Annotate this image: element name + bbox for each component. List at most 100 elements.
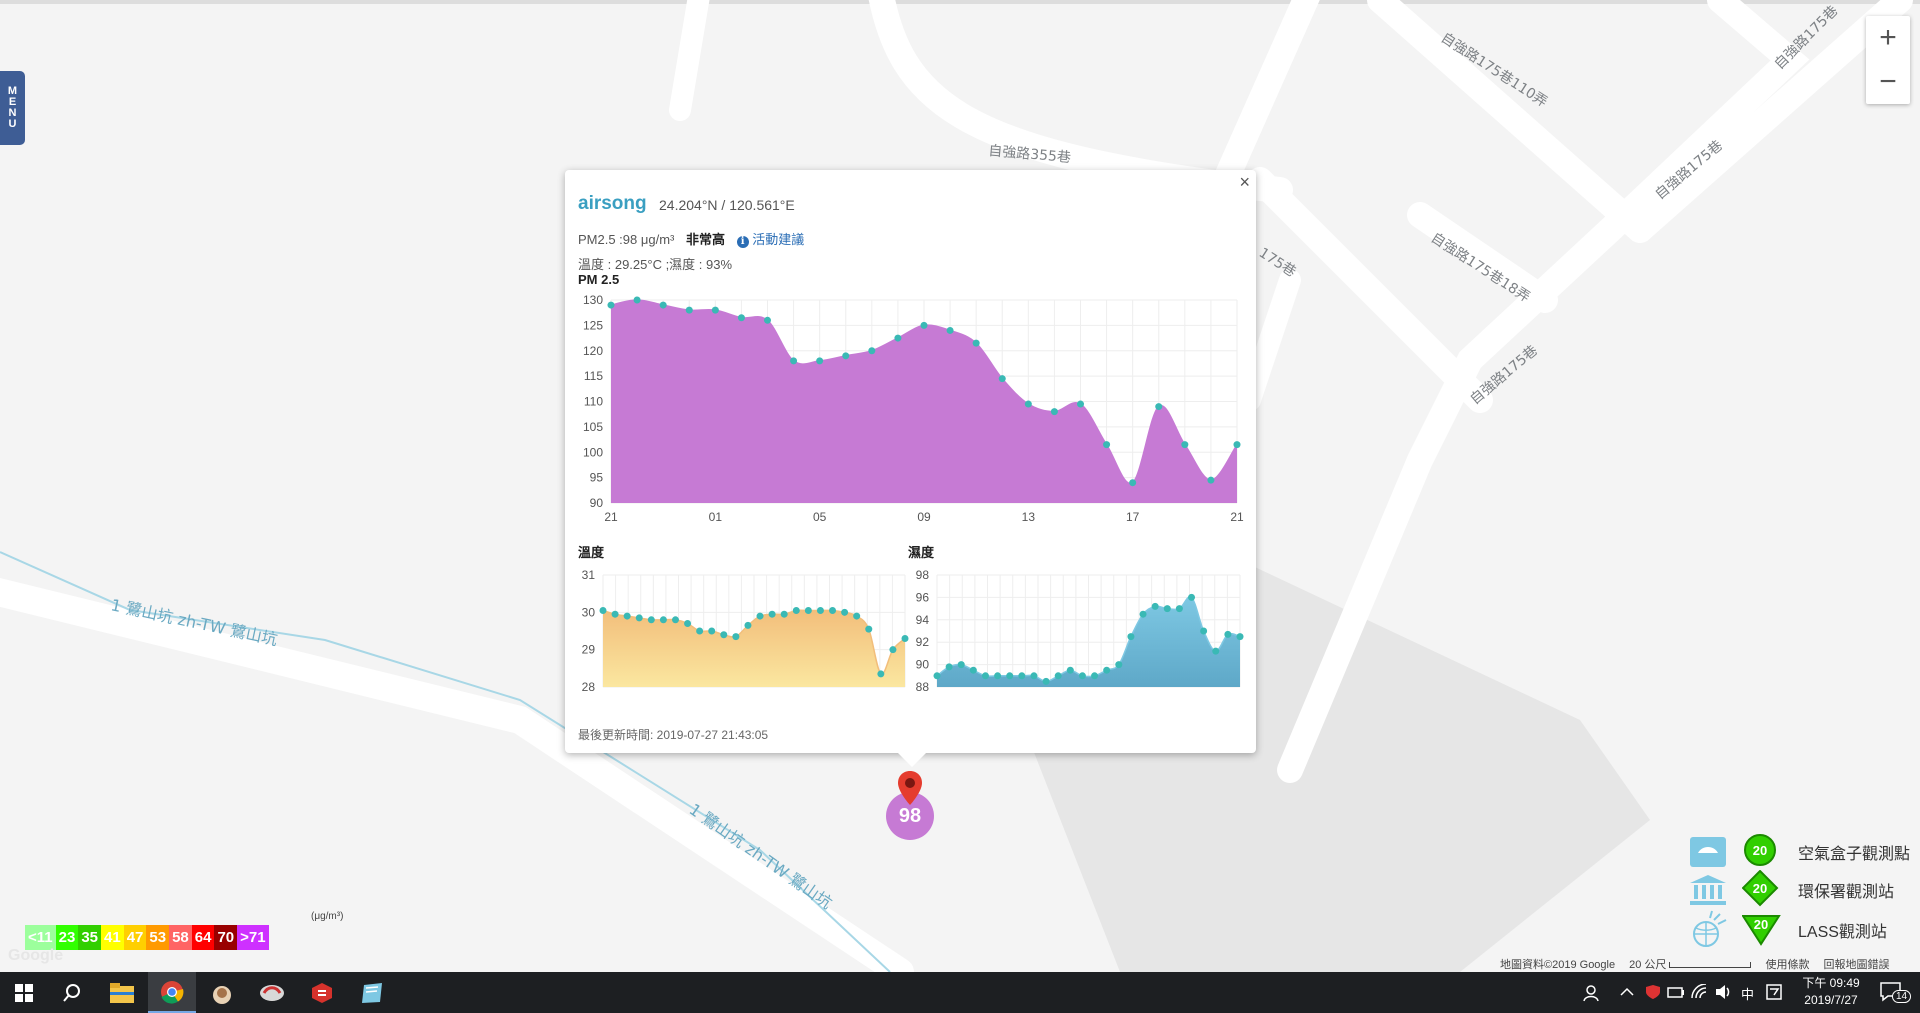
y-tick-label: 31 xyxy=(582,568,596,582)
data-point xyxy=(1163,605,1171,613)
epa-badge-icon: 20 xyxy=(1742,870,1779,907)
taskbar-file-explorer[interactable] xyxy=(98,972,146,1013)
y-tick-label: 90 xyxy=(590,496,604,510)
x-tick-label: 09 xyxy=(917,510,931,524)
clock[interactable]: 下午 09:49 2019/7/27 xyxy=(1796,975,1866,1009)
series-area xyxy=(611,300,1237,503)
y-tick-label: 130 xyxy=(583,293,603,307)
data-point xyxy=(756,612,764,620)
zoom-out-button[interactable]: − xyxy=(1879,65,1897,98)
road-label: 175巷 xyxy=(1256,245,1299,281)
station-marker[interactable]: 98 xyxy=(883,770,937,842)
data-point xyxy=(816,606,824,614)
data-point xyxy=(1054,672,1062,680)
data-point xyxy=(1030,672,1038,680)
legend-label: LASS觀測站 xyxy=(1798,924,1887,941)
data-point xyxy=(684,620,692,628)
data-point xyxy=(1129,479,1137,487)
data-point xyxy=(647,616,655,624)
taskbar-chrome[interactable] xyxy=(148,972,196,1013)
report-error-link[interactable]: 回報地圖錯誤 xyxy=(1823,959,1890,971)
y-tick-label: 98 xyxy=(916,568,930,582)
close-button[interactable]: × xyxy=(1239,172,1250,192)
scale-cell: >71 xyxy=(237,925,269,950)
data-point xyxy=(901,634,909,642)
search-icon xyxy=(63,983,80,1002)
battery-icon[interactable] xyxy=(1667,984,1685,1000)
taskbar-app[interactable] xyxy=(348,972,396,1013)
data-point xyxy=(894,334,902,342)
legend-epa: 20 環保署觀測站 xyxy=(1688,870,1894,910)
x-tick-label: 13 xyxy=(1022,510,1036,524)
data-point xyxy=(829,606,837,614)
taskbar-app[interactable] xyxy=(198,972,246,1013)
data-point xyxy=(720,631,728,639)
data-point xyxy=(865,625,873,633)
y-tick-label: 125 xyxy=(583,318,603,332)
data-point xyxy=(696,627,704,635)
windows-taskbar: 中 下午 09:49 2019/7/27 14 xyxy=(0,972,1920,1013)
notification-center-button[interactable]: 14 xyxy=(1878,980,1912,1006)
data-point xyxy=(768,610,776,618)
x-tick-label: 05 xyxy=(813,510,827,524)
map-pin-icon xyxy=(898,771,922,805)
data-point xyxy=(764,316,771,324)
data-point xyxy=(816,357,824,365)
y-tick-label: 29 xyxy=(582,643,596,657)
data-point xyxy=(957,661,965,669)
last-updated: 最後更新時間: 2019-07-27 21:43:05 xyxy=(578,728,769,742)
data-point xyxy=(1050,408,1058,416)
taskbar-app[interactable] xyxy=(298,972,346,1013)
svg-text:20: 20 xyxy=(1753,843,1767,858)
menu-letter: E xyxy=(8,96,17,108)
menu-tab[interactable]: M E N U xyxy=(0,71,25,145)
data-point xyxy=(1207,476,1215,484)
people-icon[interactable] xyxy=(1583,984,1601,1002)
activity-advice-link[interactable]: i 活動建議 xyxy=(736,232,805,248)
taskbar-app[interactable] xyxy=(248,972,296,1013)
data-point xyxy=(853,612,861,620)
x-tick-label: 21 xyxy=(604,510,618,524)
terms-link[interactable]: 使用條款 xyxy=(1765,959,1810,971)
y-tick-label: 30 xyxy=(582,605,596,619)
data-point xyxy=(1139,610,1147,618)
zoom-in-button[interactable]: + xyxy=(1879,21,1897,54)
data-point xyxy=(744,621,752,629)
legend-label: 環保署觀測站 xyxy=(1798,884,1895,901)
map-data-credit: 地圖資料©2019 Google xyxy=(1500,959,1616,971)
svg-text:20: 20 xyxy=(1754,917,1768,932)
y-tick-label: 90 xyxy=(916,658,930,672)
activity-advice-label: 活動建議 xyxy=(752,232,805,247)
y-tick-label: 92 xyxy=(916,635,930,649)
humidity-chart: 88 90 92 94 96 98 xyxy=(916,568,1244,694)
start-button[interactable] xyxy=(0,972,48,1013)
y-tick-label: 96 xyxy=(916,590,930,604)
volume-icon[interactable] xyxy=(1715,984,1733,1000)
data-point xyxy=(1066,666,1074,674)
data-point xyxy=(737,314,745,322)
scale-unit: (μg/m³) xyxy=(311,911,344,922)
scale-cell: 53 xyxy=(146,925,170,950)
search-button[interactable] xyxy=(48,972,96,1013)
y-tick-label: 28 xyxy=(582,680,596,694)
data-point xyxy=(877,670,885,678)
data-point xyxy=(1175,605,1183,613)
data-point xyxy=(1236,633,1244,641)
x-tick-label: 17 xyxy=(1126,510,1140,524)
ime-indicator[interactable]: 中 xyxy=(1741,987,1755,1002)
security-icon[interactable] xyxy=(1645,984,1661,1000)
data-point xyxy=(599,606,607,614)
data-point xyxy=(611,610,619,618)
chevron-up-icon[interactable] xyxy=(1620,986,1634,998)
data-point xyxy=(1077,400,1084,408)
wifi-icon[interactable] xyxy=(1691,984,1709,1000)
app-icon xyxy=(312,982,332,1003)
y-tick-label: 105 xyxy=(583,420,603,434)
data-point xyxy=(623,612,631,620)
weather-reading: 溫度 : 29.25°C ;濕度 : 93% xyxy=(578,257,733,272)
y-tick-label: 110 xyxy=(584,395,603,409)
input-method-icon[interactable] xyxy=(1766,984,1782,1000)
data-point xyxy=(1212,647,1220,655)
data-point xyxy=(1006,672,1014,680)
series-area xyxy=(937,596,1240,687)
